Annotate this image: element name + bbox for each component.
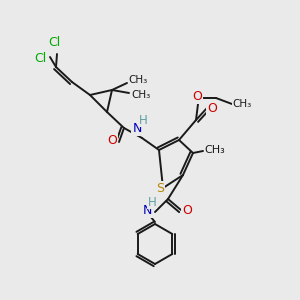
Text: S: S — [156, 182, 164, 194]
Text: Cl: Cl — [48, 35, 60, 49]
Text: N: N — [132, 122, 142, 134]
Text: CH₃: CH₃ — [205, 145, 225, 155]
Text: CH₃: CH₃ — [131, 90, 151, 100]
Text: N: N — [142, 203, 152, 217]
Text: H: H — [139, 113, 147, 127]
Text: H: H — [148, 196, 156, 208]
Text: CH₃: CH₃ — [232, 99, 252, 109]
Text: O: O — [192, 89, 202, 103]
Text: Cl: Cl — [34, 52, 46, 64]
Text: O: O — [107, 134, 117, 148]
Text: O: O — [207, 101, 217, 115]
Text: O: O — [182, 203, 192, 217]
Text: CH₃: CH₃ — [128, 75, 148, 85]
